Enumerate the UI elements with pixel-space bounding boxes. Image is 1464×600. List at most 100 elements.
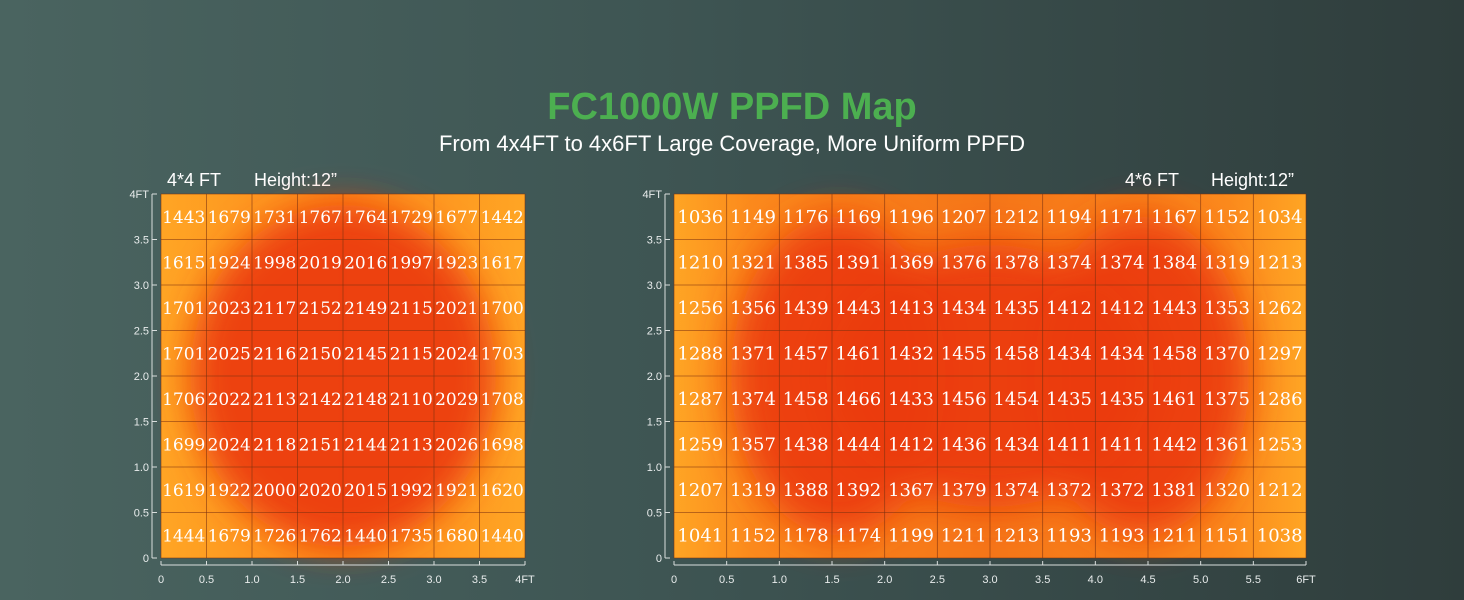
cell-value: 1371 bbox=[730, 343, 776, 364]
cell-value: 1256 bbox=[677, 298, 723, 319]
cell-value: 1457 bbox=[783, 343, 829, 364]
cell-value: 2142 bbox=[299, 390, 342, 410]
x-tick-label: 1.5 bbox=[824, 574, 839, 586]
chart-title: FC1000W PPFD Map bbox=[547, 86, 917, 128]
y-tick-label: 4FT bbox=[129, 189, 149, 201]
x-tick-label: 5.5 bbox=[1246, 574, 1261, 586]
cell-value: 1384 bbox=[1151, 252, 1197, 273]
cell-value: 1458 bbox=[1151, 343, 1197, 364]
x-tick-label: 0 bbox=[158, 574, 164, 586]
cell-value: 2148 bbox=[344, 390, 387, 410]
cell-value: 1376 bbox=[941, 252, 987, 273]
y-tick-label: 0.5 bbox=[134, 508, 149, 520]
cell-value: 1193 bbox=[1046, 525, 1092, 546]
cell-value: 1729 bbox=[390, 208, 433, 228]
cell-value: 2021 bbox=[435, 299, 478, 319]
cell-value: 1436 bbox=[941, 434, 987, 455]
cell-value: 2015 bbox=[344, 481, 387, 501]
cell-value: 2145 bbox=[344, 344, 387, 364]
x-tick-label: 2.0 bbox=[877, 574, 892, 586]
cell-value: 2152 bbox=[299, 299, 342, 319]
cell-value: 1435 bbox=[1046, 389, 1092, 410]
cell-value: 2113 bbox=[390, 435, 433, 455]
cell-value: 1374 bbox=[1046, 252, 1092, 273]
cell-value: 1388 bbox=[783, 480, 829, 501]
x-tick-label: 3.0 bbox=[426, 574, 441, 586]
cell-value: 1442 bbox=[1151, 434, 1197, 455]
cell-value: 1443 bbox=[1151, 298, 1197, 319]
cell-value: 1443 bbox=[835, 298, 881, 319]
cell-value: 1701 bbox=[162, 344, 205, 364]
cell-value: 1924 bbox=[208, 253, 251, 273]
cell-value: 1353 bbox=[1204, 298, 1250, 319]
cell-value: 1615 bbox=[162, 253, 205, 273]
cell-value: 2016 bbox=[344, 253, 387, 273]
cell-value: 1034 bbox=[1257, 207, 1303, 228]
y-tick-label: 2.5 bbox=[134, 326, 149, 338]
map1-size-label: 4*4 FT bbox=[167, 170, 222, 190]
cell-value: 1194 bbox=[1046, 207, 1092, 228]
cell-value: 1434 bbox=[1099, 343, 1145, 364]
cell-value: 1992 bbox=[390, 481, 433, 501]
cell-value: 1210 bbox=[677, 252, 723, 273]
cell-value: 1372 bbox=[1046, 480, 1092, 501]
cell-value: 1262 bbox=[1257, 298, 1303, 319]
cell-value: 1321 bbox=[730, 252, 776, 273]
cell-value: 2110 bbox=[390, 390, 433, 410]
cell-value: 2025 bbox=[208, 344, 251, 364]
cell-value: 1385 bbox=[783, 252, 829, 273]
x-tick-label: 4.5 bbox=[1140, 574, 1155, 586]
cell-value: 1435 bbox=[1099, 389, 1145, 410]
cell-value: 1381 bbox=[1151, 480, 1197, 501]
cell-value: 1207 bbox=[677, 480, 723, 501]
cell-value: 1211 bbox=[941, 525, 987, 546]
y-tick-label: 2.5 bbox=[647, 326, 662, 338]
cell-value: 1461 bbox=[835, 343, 881, 364]
cell-value: 1370 bbox=[1204, 343, 1250, 364]
cell-value: 2024 bbox=[208, 435, 251, 455]
cell-value: 1171 bbox=[1099, 207, 1145, 228]
cell-value: 1703 bbox=[481, 344, 524, 364]
cell-value: 1207 bbox=[941, 207, 987, 228]
y-tick-label: 3.5 bbox=[647, 235, 662, 247]
cell-value: 1372 bbox=[1099, 480, 1145, 501]
cell-value: 1434 bbox=[941, 298, 987, 319]
cell-value: 1193 bbox=[1099, 525, 1145, 546]
cell-value: 1442 bbox=[481, 208, 524, 228]
cell-value: 2020 bbox=[299, 481, 342, 501]
x-tick-label: 6FT bbox=[1296, 574, 1316, 586]
x-tick-label: 1.0 bbox=[244, 574, 259, 586]
cell-value: 2118 bbox=[253, 435, 296, 455]
cell-value: 1259 bbox=[677, 434, 723, 455]
cell-value: 1412 bbox=[888, 434, 934, 455]
x-tick-label: 2.0 bbox=[335, 574, 350, 586]
cell-value: 1700 bbox=[481, 299, 524, 319]
cell-value: 1036 bbox=[677, 207, 723, 228]
cell-value: 1413 bbox=[888, 298, 934, 319]
cell-value: 1374 bbox=[730, 389, 776, 410]
cell-value: 1921 bbox=[435, 481, 478, 501]
cell-value: 1726 bbox=[253, 526, 296, 546]
map2-height-label: Height:12” bbox=[1211, 170, 1295, 190]
map2-size-label: 4*6 FT bbox=[1125, 170, 1180, 190]
cell-value: 1369 bbox=[888, 252, 934, 273]
cell-value: 1297 bbox=[1257, 343, 1303, 364]
x-tick-label: 4.0 bbox=[1088, 574, 1103, 586]
cell-value: 2151 bbox=[299, 435, 342, 455]
x-tick-label: 3.0 bbox=[982, 574, 997, 586]
cell-value: 1698 bbox=[481, 435, 524, 455]
cell-value: 1287 bbox=[677, 389, 723, 410]
cell-value: 1320 bbox=[1204, 480, 1250, 501]
cell-value: 1434 bbox=[1046, 343, 1092, 364]
cell-value: 1411 bbox=[1099, 434, 1145, 455]
cell-value: 1199 bbox=[888, 525, 934, 546]
cell-value: 1367 bbox=[888, 480, 934, 501]
cell-value: 1176 bbox=[783, 207, 829, 228]
cell-value: 2117 bbox=[253, 299, 296, 319]
cell-value: 1149 bbox=[730, 207, 776, 228]
cell-value: 2026 bbox=[435, 435, 478, 455]
cell-value: 1169 bbox=[835, 207, 881, 228]
cell-value: 1392 bbox=[835, 480, 881, 501]
cell-value: 1443 bbox=[162, 208, 205, 228]
